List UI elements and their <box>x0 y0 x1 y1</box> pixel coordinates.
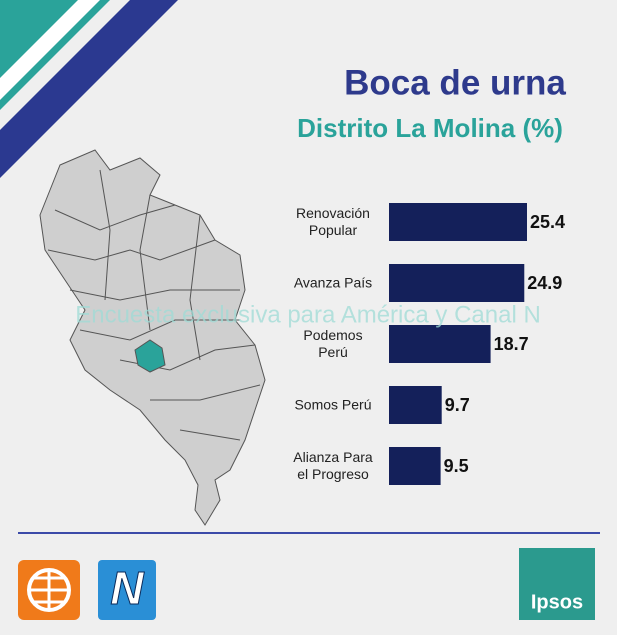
ipsos-text: Ipsos <box>531 591 583 613</box>
category-label: Alianza Para el Progreso <box>293 449 373 482</box>
value-label: 9.5 <box>444 456 469 476</box>
highlighted-district <box>134 339 166 373</box>
bar <box>389 264 525 302</box>
ipsos-logo <box>519 548 595 620</box>
watermark: Encuesta exclusiva para América y Canal … <box>75 301 541 328</box>
bar <box>389 447 441 485</box>
map <box>39 149 266 526</box>
bar <box>389 386 442 424</box>
stripe-teal <box>0 0 110 110</box>
value-label: 18.7 <box>494 334 529 354</box>
category-label: Renovación Popular <box>296 205 370 238</box>
category-label: Somos Perú <box>294 396 372 413</box>
bar <box>389 325 491 363</box>
category-label: Podemos Perú <box>303 327 363 360</box>
stripe-white <box>0 0 100 100</box>
canal-n-letter: N <box>110 562 144 614</box>
canal-n-logo <box>98 560 156 620</box>
category-label: Avanza País <box>293 274 373 291</box>
subtitle: Distrito La Molina (%) <box>297 113 563 143</box>
value-label: 9.7 <box>445 395 470 415</box>
title: Boca de urna <box>344 63 566 102</box>
america-globe-lines <box>29 570 69 610</box>
value-label: 24.9 <box>527 273 562 293</box>
bar <box>389 203 527 241</box>
stripe-navy <box>0 0 178 178</box>
value-label: 25.4 <box>530 212 565 232</box>
